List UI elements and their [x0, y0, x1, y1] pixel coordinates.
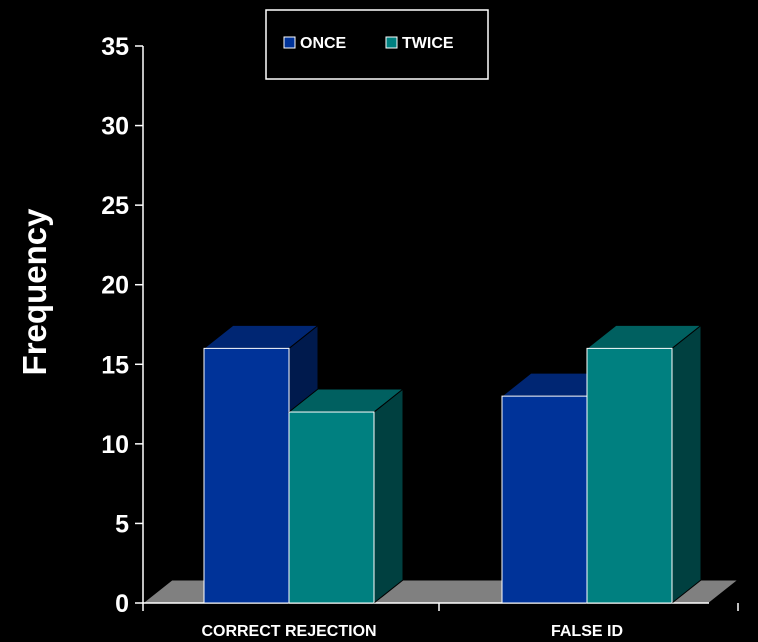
y-tick-label: 30 [101, 113, 129, 141]
y-tick-label: 0 [115, 590, 129, 618]
x-category-label: FALSE ID [551, 623, 623, 640]
legend-swatch-once [283, 36, 296, 49]
y-axis-title: Frequency [16, 208, 53, 376]
bar-side-face [373, 387, 404, 605]
bar-front-face [586, 347, 673, 604]
bar-front-face [203, 347, 290, 604]
bar-twice-0 [287, 387, 405, 605]
x-category-label: CORRECT REJECTION [201, 623, 376, 640]
bar-front-face [288, 411, 375, 604]
y-tick-label: 10 [101, 431, 129, 459]
legend-box [265, 9, 489, 80]
bar-twice-1 [585, 324, 703, 605]
y-tick-label: 25 [101, 192, 129, 220]
bar-front-face [501, 395, 588, 604]
y-tick-label: 20 [101, 272, 129, 300]
y-tick-label: 5 [115, 510, 129, 538]
y-tick-label: 35 [101, 33, 129, 61]
legend-label-twice: TWICE [402, 35, 454, 52]
y-tick-label: 15 [101, 351, 129, 379]
legend-label-once: ONCE [300, 35, 347, 52]
bar-side-face [671, 324, 702, 605]
legend-swatch-twice [385, 36, 398, 49]
